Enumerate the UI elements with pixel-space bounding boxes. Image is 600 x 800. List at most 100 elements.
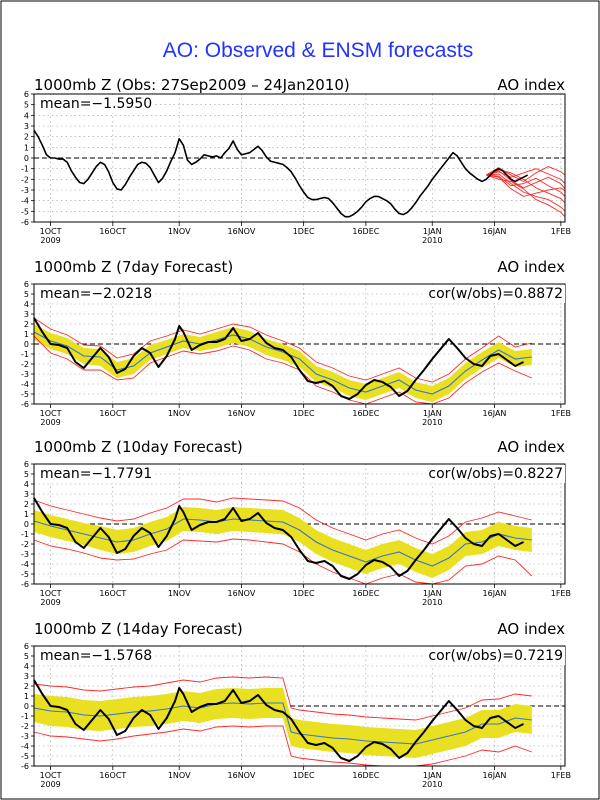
x-tick-year: 2009 — [40, 418, 60, 427]
high-member-line — [33, 317, 532, 383]
x-tick-year: 2010 — [422, 236, 442, 245]
y-tick-label: 2 — [24, 682, 29, 691]
x-tick-year: 2010 — [422, 598, 442, 607]
y-tick-label: 5 — [24, 290, 29, 299]
panel-title: 1000mb Z (7day Forecast) — [34, 258, 233, 276]
y-tick-label: 2 — [24, 133, 29, 142]
mean-value-bg — [38, 95, 155, 113]
index-label: AO index — [497, 258, 565, 276]
low-member-line — [33, 335, 532, 405]
y-tick-label: -4 — [21, 380, 29, 389]
observed-line — [33, 317, 524, 400]
spread-band — [34, 507, 532, 578]
x-tick-label: 1JAN — [423, 227, 442, 236]
correlation-value-bg — [426, 285, 565, 303]
x-tick-label: 1DEC — [293, 227, 315, 236]
y-tick-label: -5 — [21, 390, 29, 399]
correlation-value: cor(w/obs)=0.8227 — [428, 466, 563, 482]
y-tick-label: 2 — [24, 500, 29, 509]
panel-title: 1000mb Z (Obs: 27Sep2009 – 24Jan2010) — [34, 76, 350, 94]
x-tick-label: 16JAN — [483, 589, 507, 598]
y-tick-label: -4 — [21, 560, 29, 569]
y-tick-label: 3 — [24, 490, 29, 499]
member-forecast-line — [486, 169, 566, 204]
y-tick-label: 0 — [24, 154, 29, 163]
index-label: AO index — [497, 76, 565, 94]
y-tick-label: -6 — [21, 762, 29, 771]
ensemble-mean-line — [33, 702, 532, 745]
x-tick-label: 1JAN — [423, 771, 442, 780]
x-tick-label: 16OCT — [99, 589, 126, 598]
index-label: AO index — [497, 438, 565, 456]
mean-value-bg — [38, 647, 155, 665]
x-tick-label: 1DEC — [293, 409, 315, 418]
x-tick-label: 1DEC — [293, 589, 315, 598]
x-tick-label: 1OCT — [40, 409, 62, 418]
y-tick-label: 0 — [24, 340, 29, 349]
x-tick-label: 16NOV — [228, 589, 256, 598]
x-tick-label: 1FEB — [551, 227, 571, 236]
y-tick-label: 4 — [24, 480, 29, 489]
mean-value: mean=−1.7791 — [40, 466, 152, 482]
y-tick-label: 6 — [24, 90, 29, 99]
x-tick-label: 16NOV — [228, 771, 256, 780]
x-tick-label: 16OCT — [99, 409, 126, 418]
observed-line — [33, 679, 524, 762]
high-member-line — [33, 676, 532, 721]
high-member-line — [33, 497, 532, 545]
x-tick-label: 16NOV — [228, 409, 256, 418]
x-tick-label: 16NOV — [228, 227, 256, 236]
x-tick-label: 1FEB — [551, 771, 571, 780]
member-forecast-line — [486, 168, 566, 184]
panel-4: 1000mb Z (14day Forecast) AO index 6543210… — [21, 620, 571, 789]
y-tick-label: -1 — [21, 165, 29, 174]
y-tick-label: 5 — [24, 470, 29, 479]
y-tick-label: 1 — [24, 330, 29, 339]
x-tick-label: 16JAN — [483, 227, 507, 236]
y-tick-label: -2 — [21, 540, 29, 549]
y-tick-label: -2 — [21, 722, 29, 731]
mean-value: mean=−1.5950 — [40, 96, 152, 112]
spread-band — [34, 688, 532, 758]
y-tick-label: 4 — [24, 662, 29, 671]
y-tick-label: -4 — [21, 742, 29, 751]
y-tick-label: -5 — [21, 570, 29, 579]
x-tick-label: 1NOV — [168, 227, 191, 236]
y-tick-label: -6 — [21, 400, 29, 409]
x-tick-label: 1OCT — [40, 227, 62, 236]
mean-value: mean=−1.5768 — [40, 648, 152, 664]
x-tick-year: 2009 — [40, 780, 60, 789]
member-forecast-line — [486, 174, 566, 217]
x-tick-label: 1FEB — [551, 589, 571, 598]
ensemble-mean-line — [33, 518, 532, 567]
y-tick-label: 1 — [24, 692, 29, 701]
panel-title: 1000mb Z (14day Forecast) — [34, 620, 243, 638]
x-tick-label: 16JAN — [483, 771, 507, 780]
mean-value: mean=−2.0218 — [40, 286, 152, 302]
observed-line — [33, 129, 529, 218]
x-tick-label: 1OCT — [40, 771, 62, 780]
y-tick-label: -2 — [21, 175, 29, 184]
x-tick-label: 1DEC — [293, 771, 315, 780]
y-tick-label: -2 — [21, 360, 29, 369]
index-label: AO index — [497, 620, 565, 638]
x-tick-label: 16DEC — [352, 771, 379, 780]
x-tick-year: 2010 — [422, 780, 442, 789]
x-tick-label: 1NOV — [168, 589, 191, 598]
x-tick-year: 2010 — [422, 418, 442, 427]
y-tick-label: 4 — [24, 111, 29, 120]
x-tick-label: 16DEC — [352, 227, 379, 236]
x-tick-label: 16JAN — [483, 409, 507, 418]
member-forecast-line — [486, 174, 566, 197]
correlation-value: cor(w/obs)=0.7219 — [428, 648, 563, 664]
x-tick-label: 1FEB — [551, 409, 571, 418]
observed-line — [33, 497, 524, 580]
panel-3: 1000mb Z (10day Forecast) AO index 6543210… — [21, 438, 571, 607]
x-tick-label: 1NOV — [168, 409, 191, 418]
y-tick-label: 6 — [24, 642, 29, 651]
y-tick-label: 1 — [24, 143, 29, 152]
x-tick-label: 1JAN — [423, 409, 442, 418]
y-tick-label: -4 — [21, 197, 29, 206]
y-tick-label: 0 — [24, 520, 29, 529]
